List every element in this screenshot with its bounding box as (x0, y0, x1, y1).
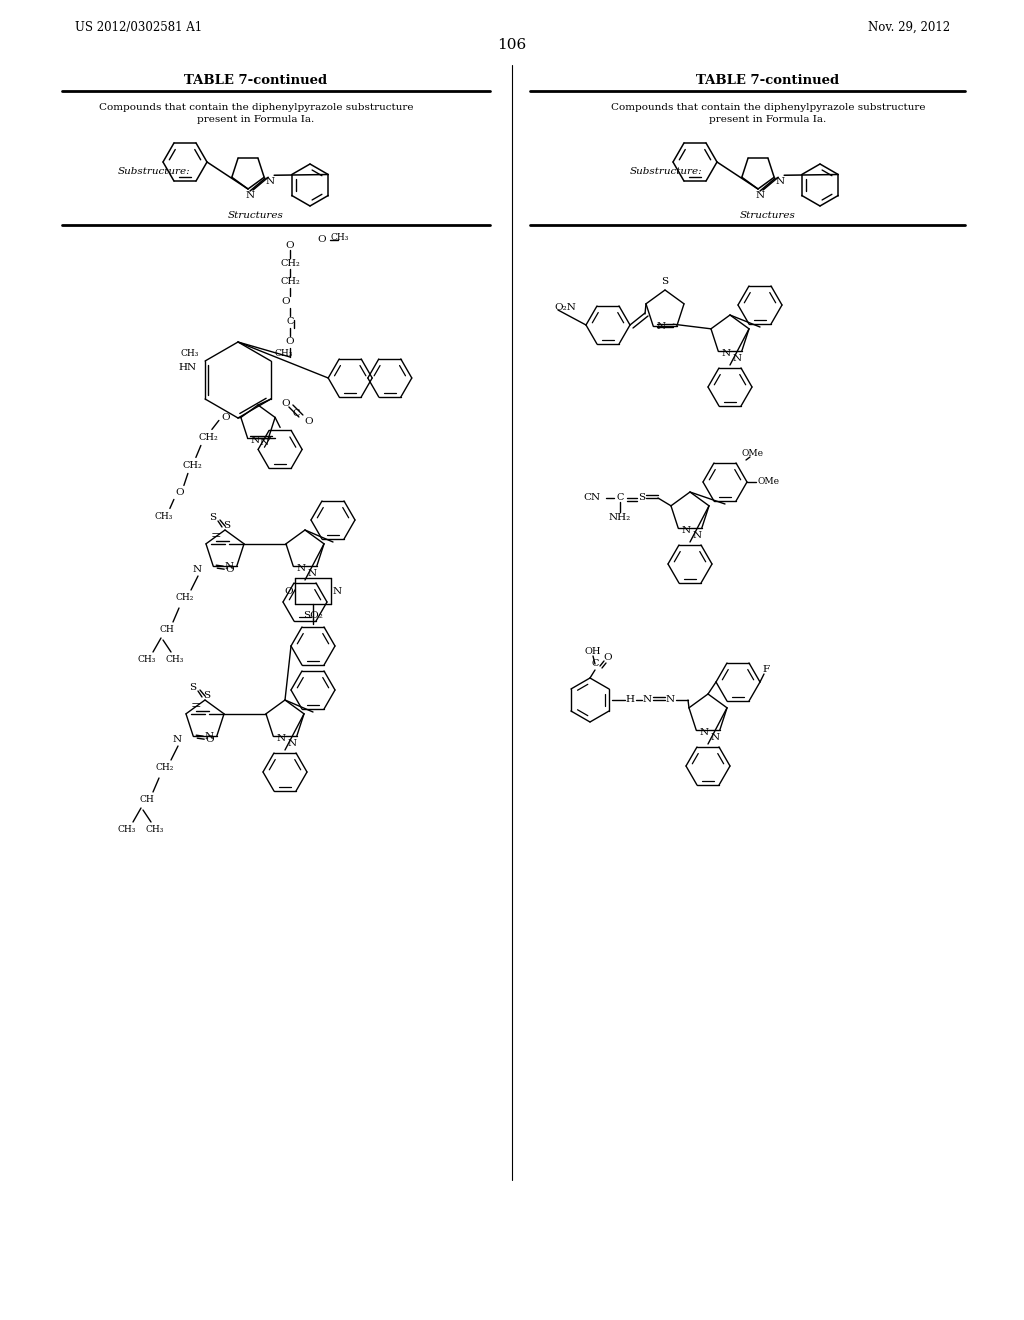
Text: SO₂: SO₂ (303, 611, 323, 620)
Text: O: O (604, 653, 612, 663)
Text: O: O (282, 297, 291, 306)
Text: CH₃: CH₃ (331, 234, 349, 243)
Text: C: C (591, 660, 599, 668)
Text: NH₂: NH₂ (609, 512, 631, 521)
Text: C: C (292, 409, 300, 418)
Text: N: N (756, 191, 765, 201)
Text: CH₃: CH₃ (118, 825, 136, 834)
Text: 106: 106 (498, 38, 526, 51)
Text: N: N (666, 696, 675, 705)
Text: CH₂: CH₂ (281, 277, 300, 286)
Text: S: S (662, 277, 669, 286)
Text: Compounds that contain the diphenylpyrazole substructure: Compounds that contain the diphenylpyraz… (98, 103, 414, 112)
Text: N: N (259, 438, 268, 447)
Text: O: O (286, 338, 294, 346)
Text: C: C (287, 318, 294, 326)
Text: N: N (193, 565, 202, 574)
Text: TABLE 7-continued: TABLE 7-continued (696, 74, 840, 87)
Text: OMe: OMe (757, 478, 779, 487)
Text: CH₃: CH₃ (166, 656, 184, 664)
Text: H: H (626, 696, 635, 705)
Text: O₂N: O₂N (554, 304, 575, 313)
Text: N: N (224, 562, 233, 570)
Text: N: N (656, 322, 666, 331)
Text: Substructure:: Substructure: (118, 168, 190, 177)
Text: CH₃: CH₃ (138, 656, 157, 664)
Text: Structures: Structures (740, 210, 796, 219)
Text: S: S (223, 520, 230, 529)
Text: N: N (722, 348, 731, 358)
Text: CH: CH (139, 796, 155, 804)
Text: O: O (175, 488, 184, 496)
Text: N: N (265, 177, 274, 186)
Text: CH₃: CH₃ (180, 348, 199, 358)
Text: N: N (711, 733, 719, 742)
Text: US 2012/0302581 A1: US 2012/0302581 A1 (75, 21, 202, 33)
Text: CH: CH (160, 626, 174, 635)
Text: N: N (333, 586, 342, 595)
Text: CH₂: CH₂ (182, 461, 202, 470)
Text: N: N (246, 191, 255, 201)
Text: CH₂: CH₂ (198, 433, 218, 442)
Text: O: O (304, 417, 313, 425)
Text: OMe: OMe (741, 450, 763, 458)
Text: S: S (210, 513, 216, 523)
Text: N: N (682, 525, 691, 535)
Text: N: N (699, 727, 709, 737)
Text: N: N (692, 531, 701, 540)
Text: TABLE 7-continued: TABLE 7-continued (184, 74, 328, 87)
Text: CH₃: CH₃ (155, 512, 173, 521)
Text: CH₂: CH₂ (176, 594, 195, 602)
Text: Substructure:: Substructure: (630, 168, 702, 177)
Text: present in Formula Ia.: present in Formula Ia. (198, 116, 314, 124)
Text: N: N (297, 564, 306, 573)
Text: CH₃: CH₃ (274, 348, 293, 358)
Text: Structures: Structures (228, 210, 284, 219)
Text: HN: HN (179, 363, 197, 372)
Text: CH₃: CH₃ (145, 825, 164, 834)
Text: =: = (190, 700, 202, 713)
Text: C: C (616, 494, 624, 503)
Text: N: N (276, 734, 286, 743)
Text: O: O (317, 235, 327, 244)
Text: F: F (763, 665, 770, 675)
Text: present in Formula Ia.: present in Formula Ia. (710, 116, 826, 124)
Text: CN: CN (584, 494, 600, 503)
Text: O: O (205, 735, 214, 743)
Text: S: S (189, 684, 197, 693)
Text: N: N (251, 436, 260, 445)
Text: CH₂: CH₂ (156, 763, 174, 772)
Text: N: N (307, 569, 316, 578)
Text: N: N (775, 177, 784, 186)
Text: CH₂: CH₂ (281, 259, 300, 268)
Text: N: N (172, 735, 181, 744)
Text: Compounds that contain the diphenylpyrazole substructure: Compounds that contain the diphenylpyraz… (610, 103, 926, 112)
Text: OH: OH (585, 648, 601, 656)
Text: O: O (285, 586, 293, 595)
Text: N: N (732, 354, 741, 363)
Text: S: S (638, 494, 645, 503)
Text: O: O (221, 413, 230, 422)
Text: O: O (286, 240, 294, 249)
Text: N: N (287, 739, 296, 747)
Text: =: = (211, 529, 221, 543)
Text: N: N (204, 731, 213, 741)
Text: Nov. 29, 2012: Nov. 29, 2012 (868, 21, 950, 33)
Text: S: S (204, 690, 211, 700)
Text: N: N (642, 696, 651, 705)
Text: O: O (282, 400, 290, 408)
Text: O: O (225, 565, 233, 574)
